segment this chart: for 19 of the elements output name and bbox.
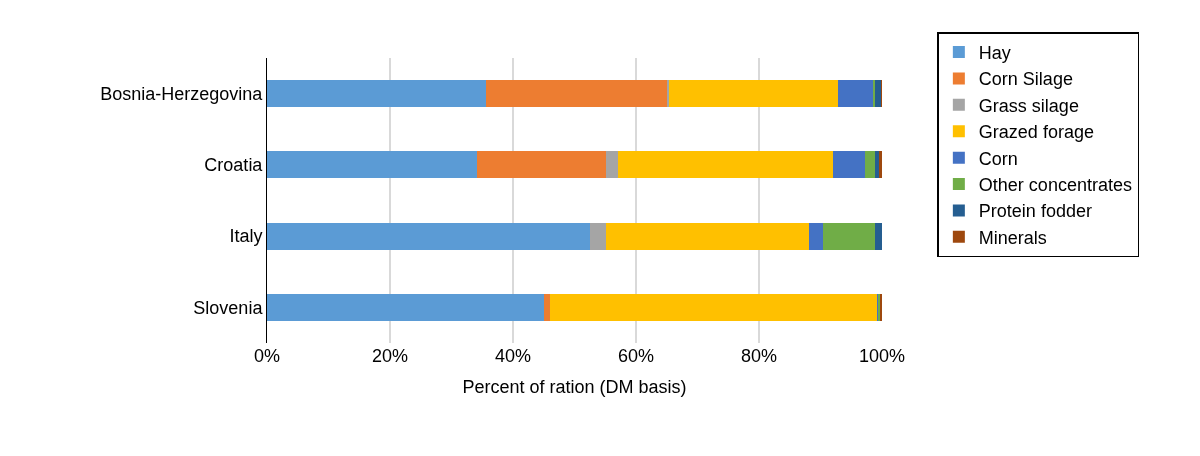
legend-label: Minerals (978, 227, 1047, 248)
legend-label: Corn (978, 148, 1018, 169)
legend-label: Other concentrates (978, 175, 1132, 196)
y-tick-label: Croatia (204, 155, 264, 176)
y-tick-label: Italy (229, 226, 263, 247)
legend-label: Grazed forage (978, 122, 1094, 143)
x-tick-label: 100% (858, 346, 906, 366)
legend-label: Protein fodder (978, 201, 1092, 222)
legend-label: Grass silage (978, 95, 1079, 116)
legend-label: Corn Silage (978, 69, 1073, 90)
x-axis-title: Percent of ration (DM basis) (462, 377, 687, 398)
x-tick-label: 20% (371, 346, 409, 366)
x-tick-label: 60% (617, 346, 655, 366)
x-tick-label: 80% (740, 346, 778, 366)
x-tick-label: 0% (253, 346, 281, 366)
x-tick-label: 40% (494, 346, 532, 366)
y-tick-label: Slovenia (193, 297, 264, 318)
y-tick-label: Bosnia-Herzegovina (100, 83, 264, 104)
legend-label: Hay (978, 43, 1011, 64)
